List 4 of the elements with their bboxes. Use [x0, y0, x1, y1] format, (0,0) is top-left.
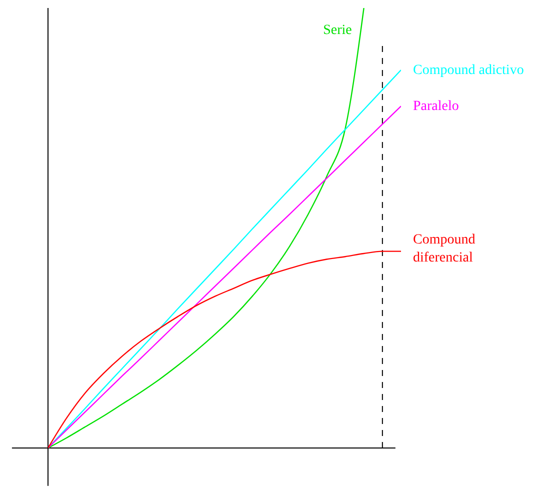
series-label: Compound diferencial [413, 232, 476, 266]
series-label: Serie [323, 23, 352, 38]
series-label: Paralelo [413, 99, 459, 114]
series-label: Compound adictivo [413, 63, 524, 78]
